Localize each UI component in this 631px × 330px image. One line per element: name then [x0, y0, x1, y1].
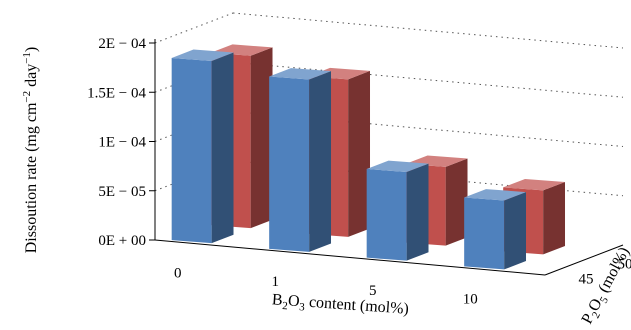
y-tick-label: 1.5E − 04 — [87, 85, 146, 101]
bar-side-face — [406, 163, 429, 261]
bars-layer — [171, 44, 566, 270]
bar-45-1 — [269, 68, 332, 252]
y-tick-label: 2E − 04 — [98, 36, 146, 52]
bar-top-face — [269, 68, 332, 80]
bar-45-0 — [171, 49, 234, 244]
bar-front-face — [171, 57, 212, 244]
bar-side-face — [250, 47, 273, 229]
z-tick-label: 45 — [579, 272, 594, 288]
bar-45-10 — [464, 189, 527, 270]
bar-side-face — [445, 158, 468, 246]
x-axis-line — [154, 239, 546, 276]
y-axis-title: Dissoution rate (mg cm−2 day−1) — [21, 47, 40, 254]
z-tick-label: 50 — [618, 257, 631, 273]
gridline-side — [154, 12, 234, 44]
bar-side-face — [309, 71, 332, 252]
y-tick-label: 5E − 05 — [98, 184, 146, 200]
z-axis-line — [544, 244, 624, 276]
bar-front-face — [269, 76, 310, 252]
bar-front-face — [366, 169, 407, 261]
bar-top-face — [171, 49, 234, 61]
x-tick-label: 10 — [463, 292, 478, 308]
bar-45-5 — [366, 160, 429, 261]
gridline-back — [232, 12, 624, 49]
axis-layer — [149, 39, 624, 276]
bar-top-face — [464, 189, 527, 201]
y-tick-label: 0E + 00 — [98, 233, 146, 249]
labels-layer: 0E + 00 5E − 05 1E − 04 1.5E − 04 2E − 04 0 1 5… — [87, 36, 631, 308]
bar-side-face — [504, 192, 527, 270]
bar-top-face — [366, 160, 429, 173]
x-axis-title: B2O3 content (mol%) — [271, 291, 409, 321]
x-tick-label: 5 — [369, 283, 377, 299]
bar-side-face — [543, 182, 566, 255]
bar-side-face — [348, 70, 371, 237]
x-tick-label: 0 — [174, 265, 182, 281]
bar-front-face — [464, 197, 505, 270]
bar-top-face — [503, 179, 566, 191]
x-tick-label: 1 — [272, 274, 280, 290]
bar-side-face — [211, 52, 234, 244]
y-tick-label: 1E − 04 — [98, 135, 146, 151]
